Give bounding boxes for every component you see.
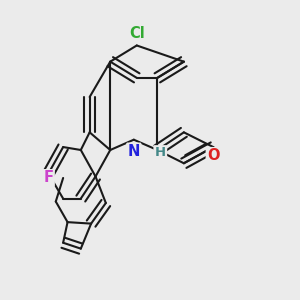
Text: O: O: [207, 148, 220, 164]
Text: Cl: Cl: [129, 26, 145, 41]
Text: F: F: [44, 170, 53, 185]
Text: H: H: [155, 146, 166, 159]
Text: N: N: [128, 144, 140, 159]
